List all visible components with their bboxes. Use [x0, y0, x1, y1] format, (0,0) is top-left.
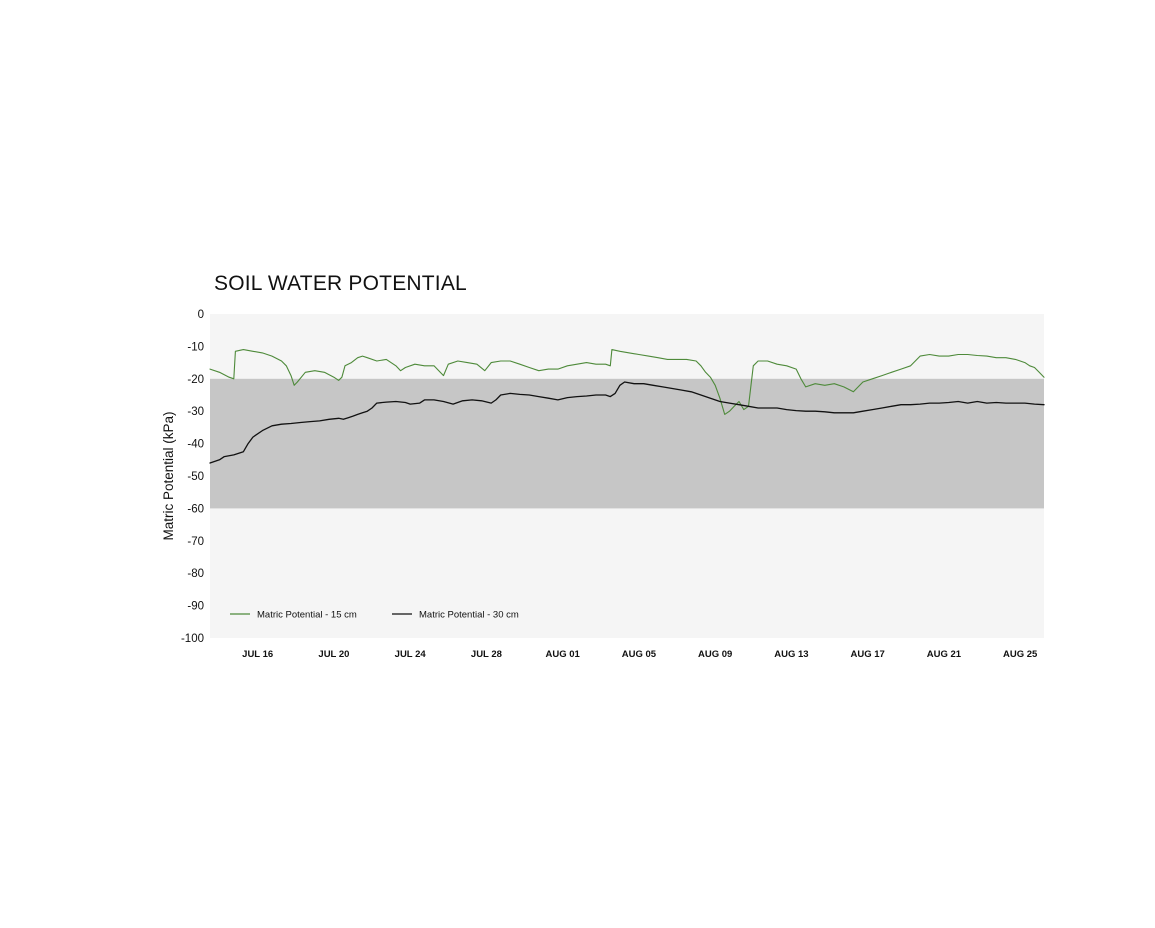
y-axis-ticks: 0 -10 -20 -30 -40 -50 -60 -70 -80 -90 -100 [181, 309, 204, 645]
y-tick-label: -30 [187, 406, 204, 418]
x-axis-ticks: JUL 16 JUL 20 JUL 24 JUL 28 AUG 01 AUG 05 AUG … [242, 649, 1038, 660]
x-tick-label: AUG 01 [545, 649, 580, 660]
x-tick-label: AUG 21 [927, 649, 962, 660]
x-tick-label: JUL 24 [395, 649, 427, 660]
y-tick-label: -50 [187, 471, 204, 483]
x-tick-label: AUG 13 [774, 649, 808, 660]
bands-layer [210, 378, 1044, 509]
x-tick-label: AUG 17 [851, 649, 885, 660]
legend: Matric Potential - 15 cm Matric Potential… [230, 610, 519, 621]
chart-title: SOIL WATER POTENTIAL [214, 272, 467, 295]
x-tick-label: JUL 20 [318, 649, 349, 660]
y-tick-label: -40 [187, 439, 204, 451]
target-range-band [210, 378, 1044, 509]
y-tick-label: -90 [187, 601, 204, 613]
y-tick-label: -70 [187, 536, 204, 548]
y-tick-label: -10 [187, 341, 204, 353]
legend-label: Matric Potential - 30 cm [419, 610, 519, 621]
y-tick-label: -80 [187, 568, 204, 580]
x-tick-label: AUG 25 [1003, 649, 1038, 660]
y-tick-label: 0 [198, 309, 204, 321]
series-lines [209, 349, 1045, 464]
y-tick-label: -20 [187, 374, 204, 386]
y-tick-label: -60 [187, 503, 204, 515]
y-axis-label: Matric Potential (kPa) [161, 411, 176, 540]
x-tick-label: AUG 05 [622, 649, 657, 660]
x-tick-label: AUG 09 [698, 649, 732, 660]
x-tick-label: JUL 28 [471, 649, 502, 660]
series-line-15cm [209, 349, 1045, 415]
series-line-30cm [209, 381, 1045, 464]
y-tick-label: -100 [181, 633, 204, 645]
x-tick-label: JUL 16 [242, 649, 273, 660]
legend-label: Matric Potential - 15 cm [257, 610, 357, 621]
